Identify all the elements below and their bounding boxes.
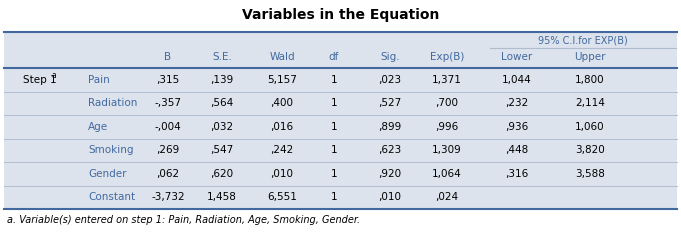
Text: ,527: ,527 [379,98,402,108]
Text: ,023: ,023 [379,75,402,85]
Text: 95% C.I.for EXP(B): 95% C.I.for EXP(B) [538,35,628,45]
Text: 1,064: 1,064 [432,169,462,179]
Text: S.E.: S.E. [212,52,232,62]
Text: ,139: ,139 [210,75,234,85]
Text: 3,820: 3,820 [575,145,605,155]
Text: ,315: ,315 [157,75,180,85]
Bar [4,32,677,209]
Text: 1,309: 1,309 [432,145,462,155]
Text: Upper: Upper [574,52,606,62]
Text: Radiation: Radiation [88,98,138,108]
Text: Sig.: Sig. [380,52,400,62]
Text: 5,157: 5,157 [267,75,297,85]
Text: 6,551: 6,551 [267,192,297,202]
Text: ,316: ,316 [505,169,528,179]
Text: 1,800: 1,800 [575,75,605,85]
Text: -3,732: -3,732 [151,192,185,202]
Text: ,899: ,899 [379,122,402,132]
Text: ,936: ,936 [505,122,528,132]
Text: 1,458: 1,458 [207,192,237,202]
Text: Wald: Wald [269,52,295,62]
Text: 1: 1 [331,98,337,108]
Text: ,010: ,010 [379,192,402,202]
Text: Exp(B): Exp(B) [430,52,464,62]
Text: Lower: Lower [501,52,533,62]
Text: ,400: ,400 [270,98,294,108]
Text: ,623: ,623 [379,145,402,155]
Text: ,269: ,269 [157,145,180,155]
Text: ,448: ,448 [505,145,528,155]
Text: 1: 1 [331,75,337,85]
Text: df: df [329,52,339,62]
Text: Age: Age [88,122,108,132]
Text: ,996: ,996 [435,122,458,132]
Text: ,920: ,920 [379,169,402,179]
Text: 3,588: 3,588 [575,169,605,179]
Text: B: B [164,52,172,62]
Text: ,620: ,620 [210,169,234,179]
Text: ,242: ,242 [270,145,294,155]
Text: -,357: -,357 [155,98,182,108]
Text: ,700: ,700 [436,98,458,108]
Text: 2,114: 2,114 [575,98,605,108]
Text: -,004: -,004 [155,122,181,132]
Text: ,032: ,032 [210,122,234,132]
Text: ,547: ,547 [210,145,234,155]
Text: ,010: ,010 [270,169,294,179]
Text: 1,371: 1,371 [432,75,462,85]
Text: Constant: Constant [88,192,135,202]
Text: ,232: ,232 [505,98,528,108]
Text: a. Variable(s) entered on step 1: Pain, Radiation, Age, Smoking, Gender.: a. Variable(s) entered on step 1: Pain, … [7,215,360,225]
Text: Smoking: Smoking [88,145,133,155]
Text: 1,060: 1,060 [575,122,605,132]
Text: 1: 1 [331,145,337,155]
Text: Step 1: Step 1 [23,75,57,85]
Text: Pain: Pain [88,75,110,85]
Text: 1: 1 [331,122,337,132]
Text: ,024: ,024 [435,192,458,202]
Text: Gender: Gender [88,169,127,179]
Text: ,564: ,564 [210,98,234,108]
Text: ,016: ,016 [270,122,294,132]
Text: 1,044: 1,044 [502,75,532,85]
Text: 1: 1 [331,169,337,179]
Text: Variables in the Equation: Variables in the Equation [242,8,439,22]
Text: a: a [51,71,56,80]
Text: ,062: ,062 [157,169,180,179]
Text: 1: 1 [331,192,337,202]
